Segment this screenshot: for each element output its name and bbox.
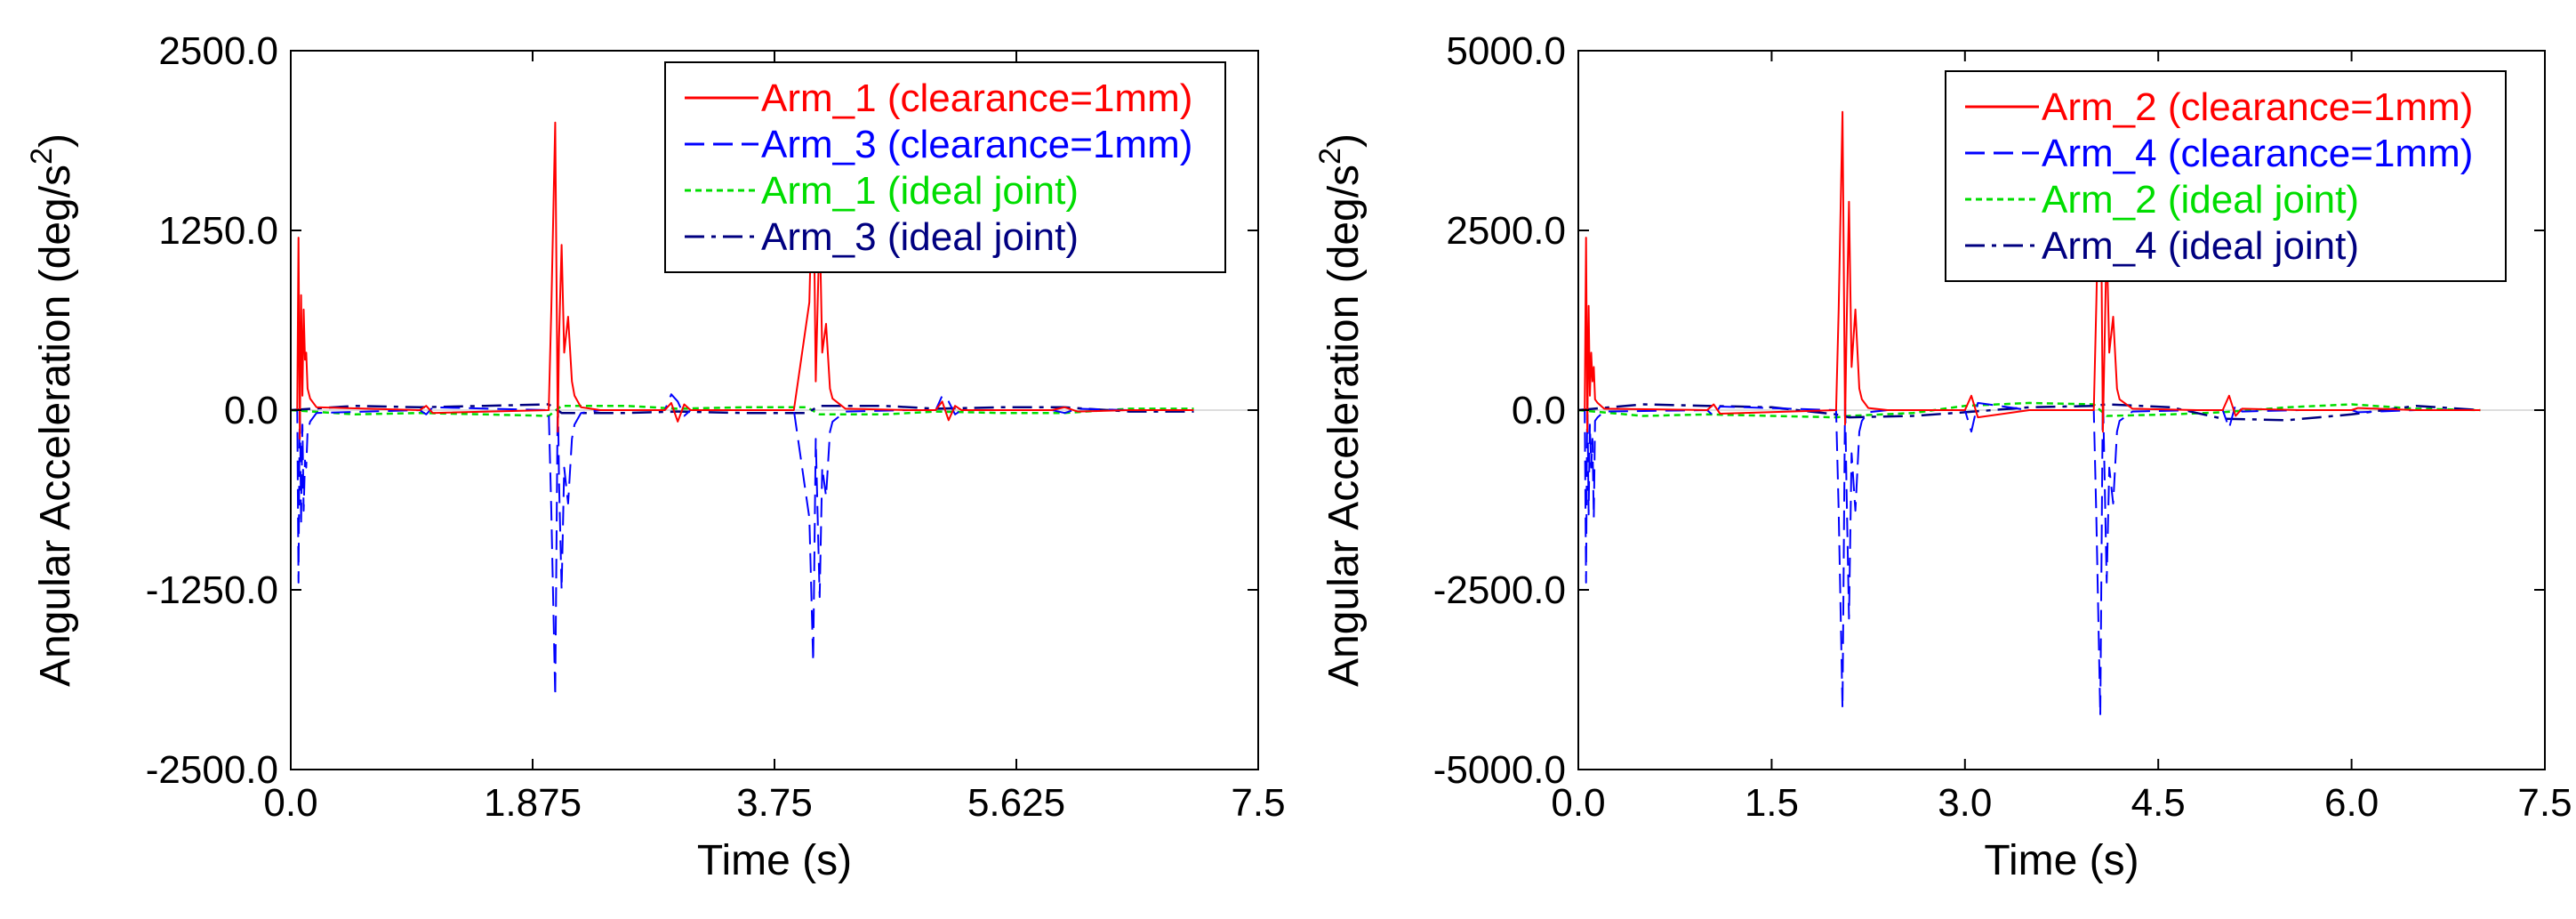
x-tick-label: 4.5 — [2131, 781, 2186, 825]
y-axis-label: Angular Acceleration (deg/s2) — [1313, 133, 1368, 687]
y-tick-label: 2500.0 — [158, 29, 278, 73]
series-group — [1578, 110, 2481, 717]
x-tick-label: 5.625 — [967, 781, 1065, 825]
x-tick-label: 0.0 — [1551, 781, 1605, 825]
series-line-1 — [1578, 110, 2481, 433]
series-line-2 — [1578, 387, 2481, 717]
legend-label: Arm_1 (clearance=1mm) — [761, 77, 1192, 120]
chart-1: 0.0 1.875 3.75 5.625 7.5 2500.0 1250.0 0.0 -1250… — [25, 29, 1286, 884]
series-line-3 — [291, 404, 1194, 417]
legend-label: Arm_1 (ideal joint) — [761, 169, 1079, 213]
y-axis-label-close: ) — [1320, 133, 1368, 148]
series-line-3 — [1578, 401, 2481, 419]
x-tick-label: 3.0 — [1938, 781, 1992, 825]
y-axis-label-text: Angular Acceleration (deg/s — [32, 165, 79, 687]
y-tick-label: 0.0 — [1512, 389, 1566, 432]
x-tick-label: 7.5 — [1231, 781, 1285, 825]
series-line-1 — [291, 121, 1194, 440]
x-tick-label: 0.0 — [263, 781, 317, 825]
y-tick-label: 2500.0 — [1446, 209, 1566, 253]
x-axis-label: Time (s) — [697, 837, 852, 884]
legend-label: Arm_2 (clearance=1mm) — [2042, 85, 2473, 129]
chart-2: 0.0 1.5 3.0 4.5 6.0 7.5 5000.0 2500.0 0.0 -2500.0… — [1313, 29, 2572, 884]
y-tick-label: -2500.0 — [1433, 568, 1566, 612]
legend-label: Arm_2 (ideal joint) — [2042, 178, 2359, 222]
x-tick-label: 7.5 — [2517, 781, 2572, 825]
y-tick-label: -1250.0 — [146, 568, 278, 612]
y-tick-label: 5000.0 — [1446, 29, 1566, 73]
legend-label: Arm_3 (clearance=1mm) — [761, 123, 1192, 166]
legend: Arm_1 (clearance=1mm)Arm_3 (clearance=1m… — [664, 61, 1226, 273]
y-tick-label: 1250.0 — [158, 209, 278, 253]
legend-label: Arm_4 (ideal joint) — [2042, 224, 2359, 268]
x-tick-label: 1.5 — [1745, 781, 1799, 825]
x-tick-label: 3.75 — [736, 781, 813, 825]
x-tick-label: 6.0 — [2324, 781, 2379, 825]
x-axis-label: Time (s) — [1984, 837, 2139, 884]
series-line-4 — [291, 403, 1194, 415]
y-axis-label: Angular Acceleration (deg/s2) — [25, 133, 79, 687]
legend-label: Arm_4 (clearance=1mm) — [2042, 132, 2473, 175]
y-tick-label: -5000.0 — [1433, 748, 1566, 792]
y-axis-label-sup: 2 — [25, 148, 59, 165]
legend: Arm_2 (clearance=1mm)Arm_4 (clearance=1m… — [1945, 70, 2507, 282]
y-axis-label-close: ) — [32, 133, 79, 148]
x-tick-label: 1.875 — [484, 781, 582, 825]
legend-label: Arm_3 (ideal joint) — [761, 215, 1079, 259]
y-tick-label: -2500.0 — [146, 748, 278, 792]
y-axis-label-sup: 2 — [1313, 148, 1347, 165]
series-group — [291, 121, 1194, 697]
y-tick-label: 0.0 — [224, 389, 278, 432]
y-axis-label-text: Angular Acceleration (deg/s — [1320, 165, 1368, 687]
